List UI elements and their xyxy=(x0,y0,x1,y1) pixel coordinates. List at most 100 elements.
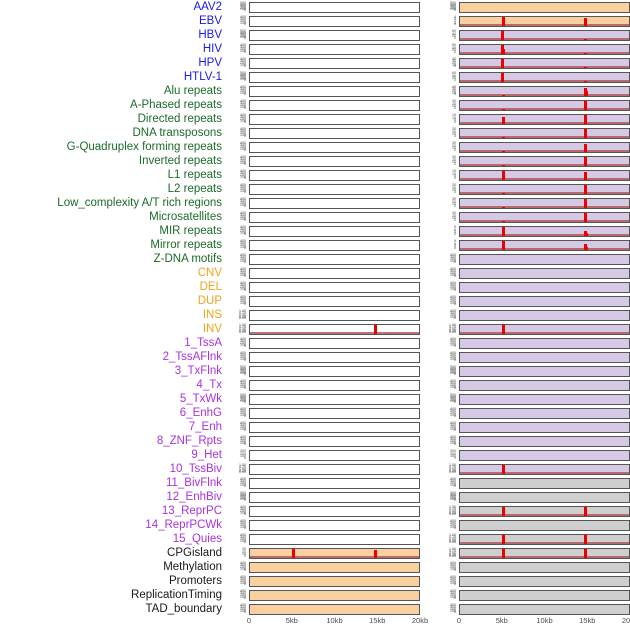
track-plot-right xyxy=(459,450,630,461)
track-plot-right xyxy=(459,198,630,209)
y-tick-label: 2 xyxy=(454,18,456,23)
y-tick-label: 200 xyxy=(450,256,456,261)
track-row: 0 100 200 300 400 xyxy=(438,576,630,587)
track-baseline xyxy=(460,24,629,26)
y-axis-ticks: 0 100 200 300 400 xyxy=(228,170,247,181)
track-row: 0 100 200 300 400 xyxy=(438,282,630,293)
x-tick-label: 0 xyxy=(456,616,462,625)
y-tick-label: 300 xyxy=(240,241,246,246)
row-label-12-enhbiv: 12_EnhBiv xyxy=(166,490,222,503)
track-row: 0 100 200 300 400 xyxy=(228,184,420,195)
y-tick-label: 0.75 xyxy=(449,507,456,512)
y-tick-label: 100 xyxy=(240,371,246,376)
track-baseline xyxy=(460,556,629,558)
track-plot-right xyxy=(459,576,630,587)
y-axis-ticks: 0 100 200 300 400 500 xyxy=(228,30,247,41)
track-plot-left xyxy=(249,520,420,531)
track-baseline xyxy=(460,94,629,96)
y-axis-ticks: 0 100 200 300 400 xyxy=(228,114,247,125)
track-row: 0 100 200 300 400 xyxy=(438,380,630,391)
y-tick-label: 0.00 xyxy=(449,554,456,559)
row-label-z-dna-motifs: Z-DNA motifs xyxy=(153,252,222,265)
row-label-replicationtiming: ReplicationTiming xyxy=(131,588,222,601)
data-spike xyxy=(502,49,506,54)
y-tick-label: 200 xyxy=(450,606,456,611)
track-plot-right xyxy=(459,268,630,279)
y-tick-label: 0 xyxy=(454,484,456,489)
y-tick-label: 400 xyxy=(240,379,246,384)
track-plot-right xyxy=(459,58,630,69)
track-plot-left xyxy=(249,16,420,27)
y-tick-label: 0 xyxy=(454,36,456,41)
y-tick-label: 0 xyxy=(244,582,246,587)
y-tick-label: 0 xyxy=(454,596,456,601)
track-baseline xyxy=(460,150,629,152)
row-label-hpv: HPV xyxy=(198,56,222,69)
row-label-10-tssbiv: 10_TssBiv xyxy=(169,462,222,475)
y-tick-label: 200 xyxy=(240,270,246,275)
track-row: 0 100 200 300 400 xyxy=(228,254,420,265)
y-tick-label: 0 xyxy=(454,456,456,461)
y-tick-label: 0 xyxy=(244,526,246,531)
y-tick-label: 0 xyxy=(244,246,246,251)
track-row: 0 100 200 300 400 xyxy=(228,212,420,223)
y-tick-label: 300 xyxy=(240,396,246,401)
track-row: 0 100 200 300 400 xyxy=(228,380,420,391)
y-tick-label: 0 xyxy=(244,162,246,167)
track-plot-left xyxy=(249,380,420,391)
y-axis-ticks: 0 100 200 300 400 xyxy=(438,422,457,433)
y-tick-label: 10 xyxy=(452,62,456,67)
track-plot-left xyxy=(249,422,420,433)
y-axis-ticks: 0.00 0.25 0.50 0.75 1.00 xyxy=(438,534,457,545)
track-plot-right xyxy=(459,590,630,601)
y-tick-label: 1.00 xyxy=(449,533,456,538)
track-row: 0 100 200 300 400 xyxy=(228,576,420,587)
y-tick-label: 0 xyxy=(454,162,456,167)
y-tick-label: 400 xyxy=(240,239,246,244)
data-spike xyxy=(584,157,588,166)
y-axis-ticks: 0 100 200 300 400 xyxy=(228,296,247,307)
y-tick-label: 20 xyxy=(452,157,456,162)
y-tick-label: 1.00 xyxy=(239,309,246,314)
row-label-15-quies: 15_Quies xyxy=(172,532,222,545)
track-row: 0 100 200 300 400 xyxy=(438,436,630,447)
y-tick-label: 400 xyxy=(240,2,246,7)
y-tick-label: 0.50 xyxy=(239,466,246,471)
track-plot-right xyxy=(459,226,630,237)
y-axis-ticks: 0.00 0.25 0.50 0.75 1.00 xyxy=(438,324,457,335)
y-axis-ticks: 0 100 200 300 400 500 xyxy=(438,394,457,405)
y-tick-label: 10 xyxy=(452,115,456,120)
y-tick-label: 0 xyxy=(244,260,246,265)
track-plot-left xyxy=(249,282,420,293)
y-tick-label: 0 xyxy=(244,120,246,125)
y-tick-label: 0 xyxy=(244,302,246,307)
y-tick-label: 100 xyxy=(240,118,246,123)
track-row: 0 100 200 300 400 xyxy=(438,408,630,419)
track-row: 0 100 200 300 400 xyxy=(228,16,420,27)
y-tick-label: 0 xyxy=(244,232,246,237)
track-row: 0 100 200 300 400 xyxy=(228,408,420,419)
y-tick-label: 20 xyxy=(452,101,456,106)
y-axis-ticks: 0 100 200 300 400 xyxy=(438,310,457,321)
x-tick-label: 15kb xyxy=(579,616,596,625)
track-baseline xyxy=(460,136,629,138)
track-row: 0 100 200 300 400 xyxy=(228,226,420,237)
y-tick-label: 400 xyxy=(450,366,456,371)
y-tick-label: 300 xyxy=(240,199,246,204)
track-baseline xyxy=(460,220,629,222)
y-tick-label: 300 xyxy=(240,437,246,442)
y-tick-label: 400 xyxy=(450,337,456,342)
y-axis-ticks: 0 100 200 300 400 500 xyxy=(228,394,247,405)
x-tick-label: 5kb xyxy=(495,616,508,625)
y-tick-label: 0 xyxy=(454,120,456,125)
y-tick-label: 0.00 xyxy=(449,512,456,517)
track-row: 0 100 200 300 400 xyxy=(228,268,420,279)
track-row: 0 100 200 300 400 xyxy=(438,268,630,279)
track-plot-left xyxy=(249,44,420,55)
y-tick-label: 300 xyxy=(450,409,456,414)
y-tick-label: 400 xyxy=(240,505,246,510)
y-tick-label: 400 xyxy=(240,477,246,482)
track-row: 0.00 0.25 0.50 0.75 1.00 xyxy=(438,534,630,545)
y-tick-label: 0.25 xyxy=(449,468,456,473)
